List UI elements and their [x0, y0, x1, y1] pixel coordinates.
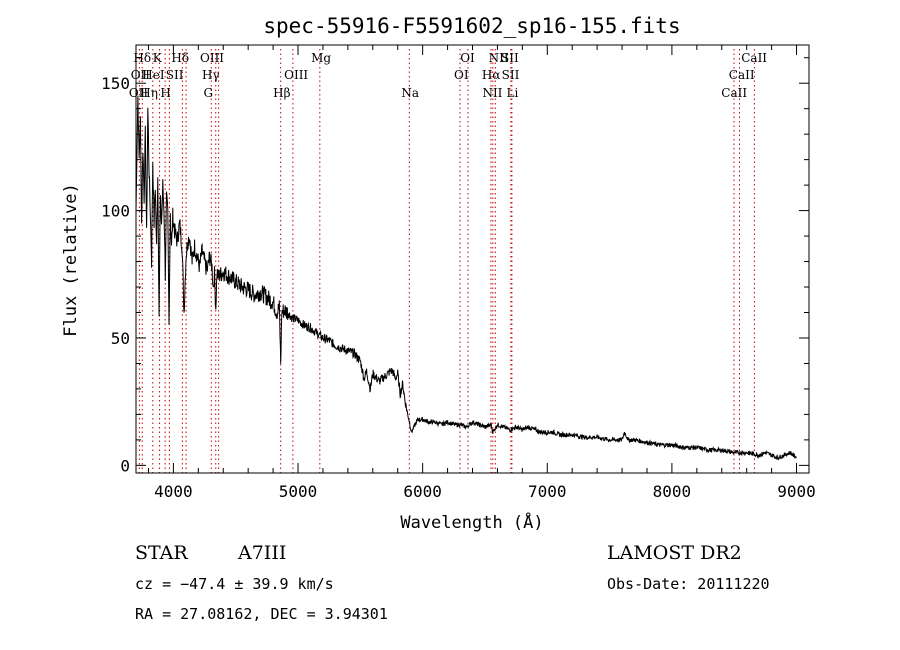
y-axis-label: Flux (relative) — [61, 183, 81, 337]
plot-frame — [135, 44, 810, 474]
y-tick-label: 100 — [101, 202, 130, 221]
line-marker-label: G — [203, 86, 213, 100]
coordinates: RA = 27.08162, DEC = 3.94301 — [135, 605, 388, 623]
x-tick-label: 6000 — [403, 482, 442, 501]
line-marker-label: NII — [482, 86, 502, 100]
x-tick-label: 7000 — [528, 482, 567, 501]
line-marker-label: CaII — [721, 86, 747, 100]
line-marker-label: OIII — [284, 68, 308, 82]
line-marker-label: SII — [501, 51, 519, 65]
x-tick-label: 9000 — [777, 482, 816, 501]
redshift-cz: cz = −47.4 ± 39.9 km/s — [135, 575, 334, 593]
line-marker-label: Hγ — [202, 68, 220, 82]
y-tick-label: 0 — [120, 456, 130, 475]
y-tick-label: 50 — [111, 329, 130, 348]
line-marker-label: Li — [506, 86, 518, 100]
chart-title: spec-55916-F5591602_sp16-155.fits — [263, 14, 680, 38]
line-marker-label: Mg — [311, 51, 331, 65]
object-class: STAR — [135, 542, 188, 564]
line-marker-label: Hα — [482, 68, 501, 82]
object-subclass: A7III — [238, 542, 287, 564]
line-marker-label: SII — [166, 68, 184, 82]
spectrum-line — [135, 95, 797, 461]
line-marker-label: H — [160, 86, 170, 100]
obs-date: Obs-Date: 20111220 — [607, 575, 770, 593]
y-tick-label: 150 — [101, 74, 130, 93]
line-marker-label: CaII — [729, 68, 755, 82]
line-markers — [138, 49, 755, 473]
line-marker-label: OI — [460, 51, 475, 65]
line-marker-label: Hβ — [273, 86, 290, 100]
line-marker-label: Hδ — [171, 51, 189, 65]
x-tick-label: 5000 — [279, 482, 318, 501]
x-axis-ticks: 4000 5000 6000 7000 8000 9000 — [147, 45, 816, 501]
line-marker-label: Na — [401, 86, 419, 100]
x-tick-label: 8000 — [653, 482, 692, 501]
y-axis-ticks: 0 50 100 150 — [101, 57, 809, 475]
survey-name: LAMOST DR2 — [607, 542, 742, 564]
line-marker-label: HeI — [142, 68, 165, 82]
line-marker-label: NII — [489, 51, 509, 65]
x-tick-label: 4000 — [154, 482, 193, 501]
line-marker-label: OI — [454, 68, 469, 82]
line-marker-label: OIII — [200, 51, 224, 65]
line-marker-label: K — [153, 51, 163, 65]
line-marker-label: Hδ — [133, 51, 151, 65]
x-axis-label: Wavelength (Å) — [400, 511, 543, 533]
line-marker-label: OII — [129, 86, 149, 100]
line-marker-label: Hη — [140, 86, 158, 100]
line-marker-label: CaII — [741, 51, 767, 65]
line-marker-label: SII — [502, 68, 520, 82]
